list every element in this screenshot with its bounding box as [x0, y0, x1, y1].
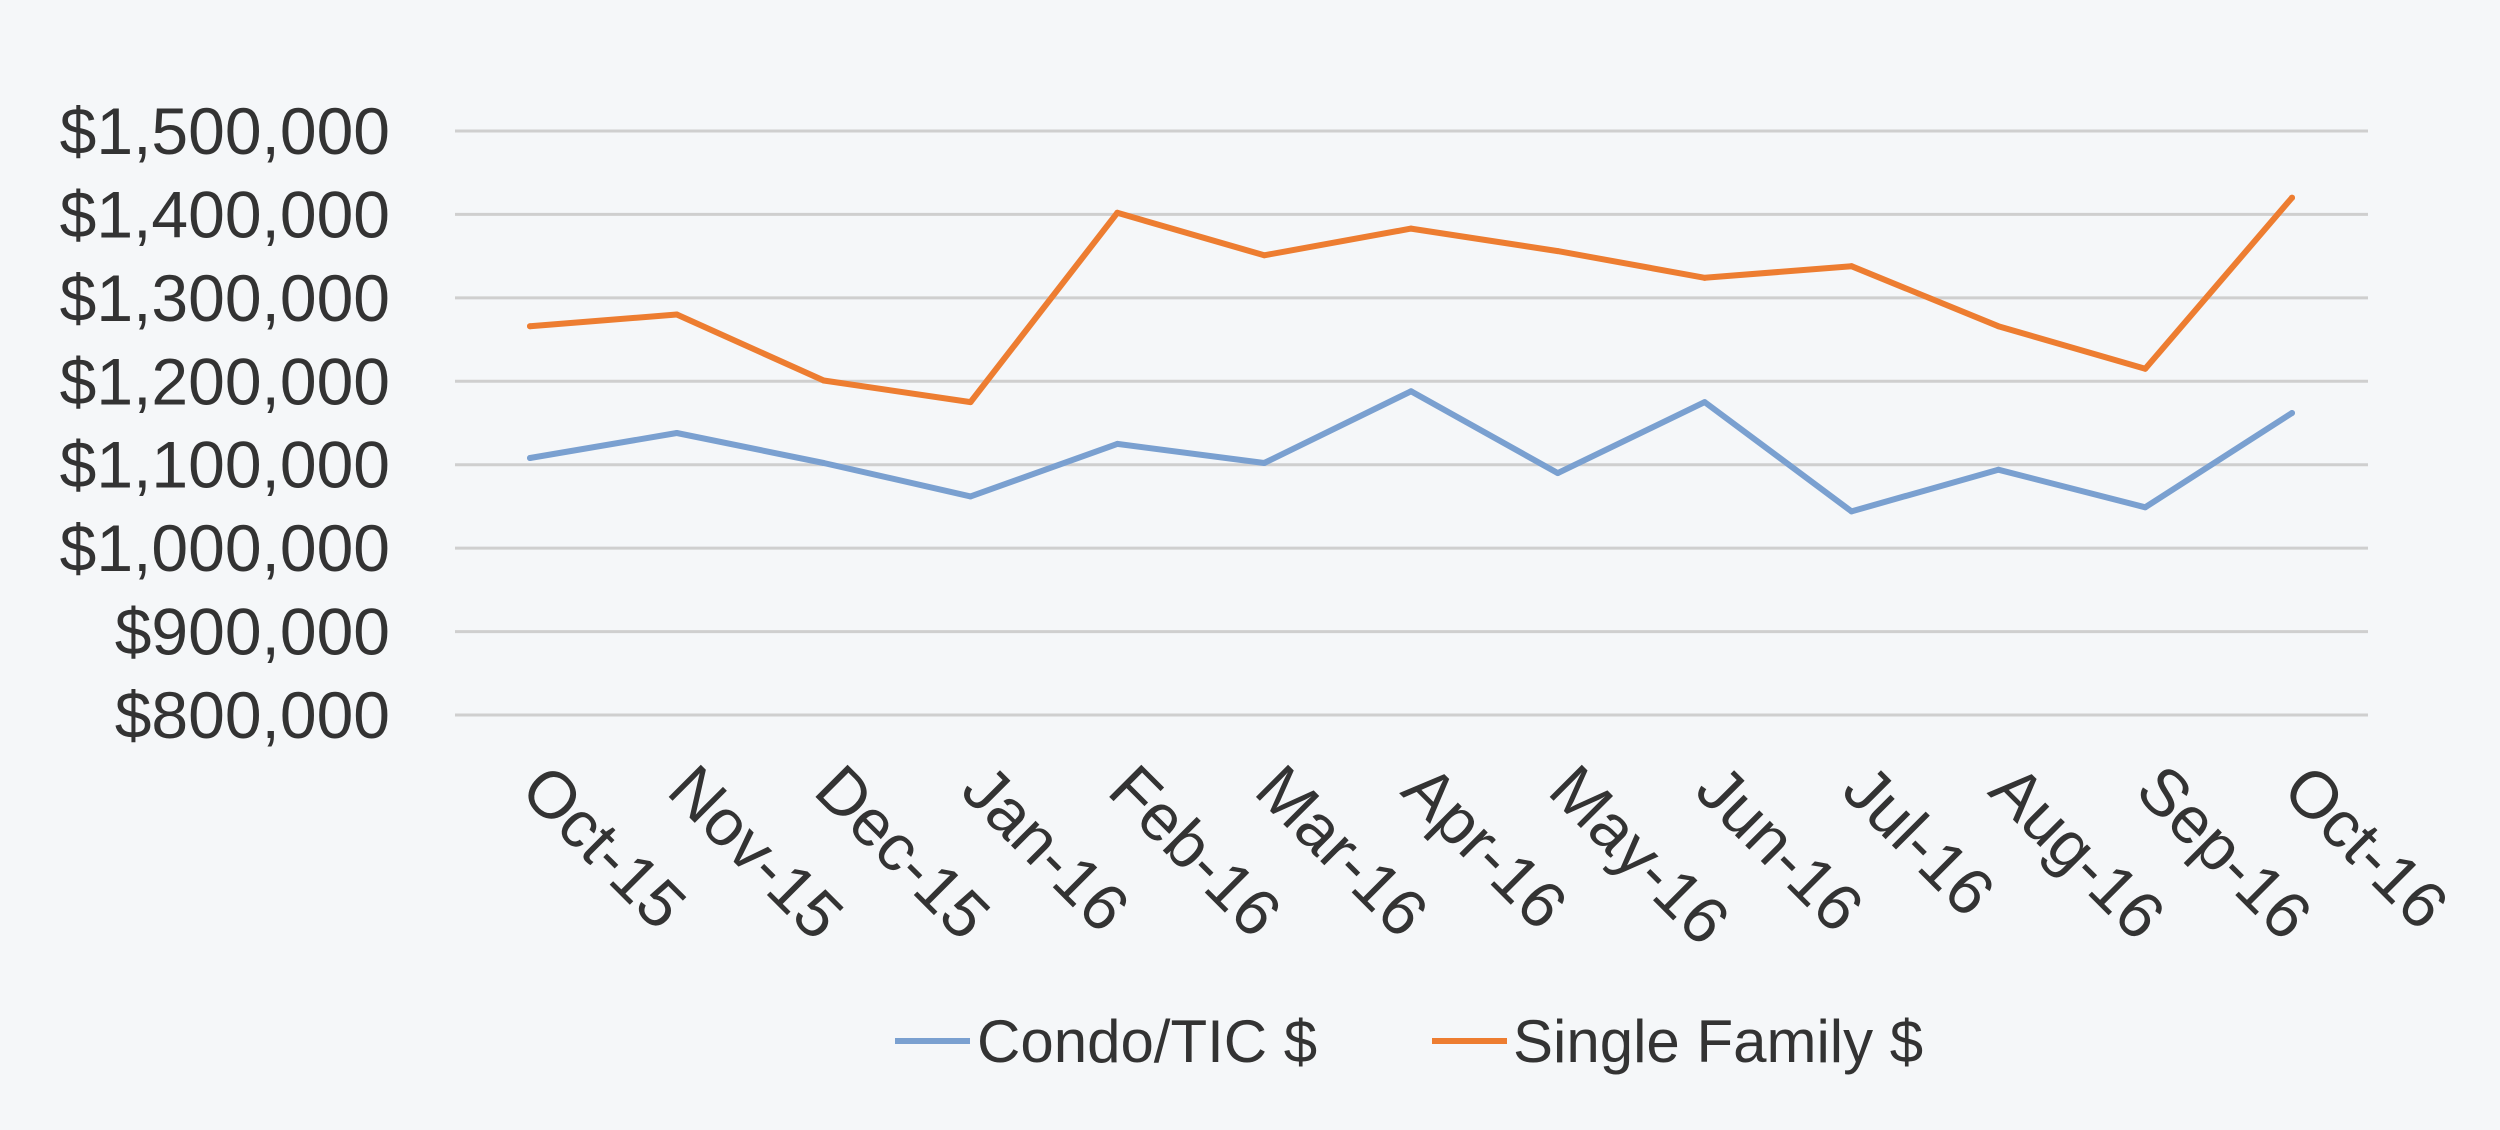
legend-label-condo: Condo/TIC $ — [977, 1008, 1317, 1075]
y-tick-label: $1,000,000 — [60, 511, 390, 585]
data-point — [1701, 274, 1708, 281]
data-point — [1554, 248, 1561, 255]
data-point — [820, 377, 827, 384]
data-point — [820, 460, 827, 467]
data-point — [1114, 209, 1121, 216]
legend-label-single-family: Single Family $ — [1513, 1008, 1923, 1075]
x-tick-label: Oct-15 — [508, 751, 700, 943]
y-tick-label: $1,500,000 — [60, 94, 390, 168]
data-point — [2142, 365, 2149, 372]
legend: Condo/TIC $ Single Family $ — [895, 1008, 1923, 1075]
x-axis: Oct-15Nov-15Dec-15Jan-16Feb-16Mar-16Apr-… — [508, 751, 2462, 959]
legend-item-condo: Condo/TIC $ — [895, 1008, 1317, 1075]
data-point — [967, 399, 974, 406]
data-point — [1261, 460, 1268, 467]
data-point — [967, 493, 974, 500]
data-point — [673, 311, 680, 318]
data-point — [1995, 323, 2002, 330]
y-tick-label: $1,300,000 — [60, 261, 390, 335]
data-point — [527, 455, 533, 462]
data-point — [527, 323, 533, 330]
y-tick-label: $1,100,000 — [60, 428, 390, 502]
series-line-condo — [527, 388, 2295, 515]
y-tick-label: $800,000 — [115, 678, 390, 752]
data-point — [1848, 263, 1855, 270]
data-point — [1408, 225, 1414, 232]
data-point — [2289, 409, 2295, 416]
legend-item-single-family: Single Family $ — [1432, 1008, 1923, 1075]
y-axis: $800,000 $900,000 $1,000,000 $1,100,000 $1,2… — [60, 94, 390, 752]
data-point — [1701, 399, 1708, 406]
data-point — [673, 430, 680, 437]
series-lines — [527, 194, 2295, 515]
data-point — [1848, 508, 1855, 515]
y-tick-label: $1,400,000 — [60, 177, 390, 251]
data-point — [2289, 194, 2295, 201]
data-point — [1408, 388, 1414, 395]
data-point — [1995, 466, 2002, 473]
data-point — [1554, 470, 1561, 477]
y-tick-label: $1,200,000 — [60, 344, 390, 418]
data-point — [1114, 440, 1121, 447]
data-point — [2142, 504, 2149, 511]
data-point — [1261, 252, 1268, 259]
y-tick-label: $900,000 — [115, 595, 390, 669]
gridlines — [455, 129, 2368, 717]
